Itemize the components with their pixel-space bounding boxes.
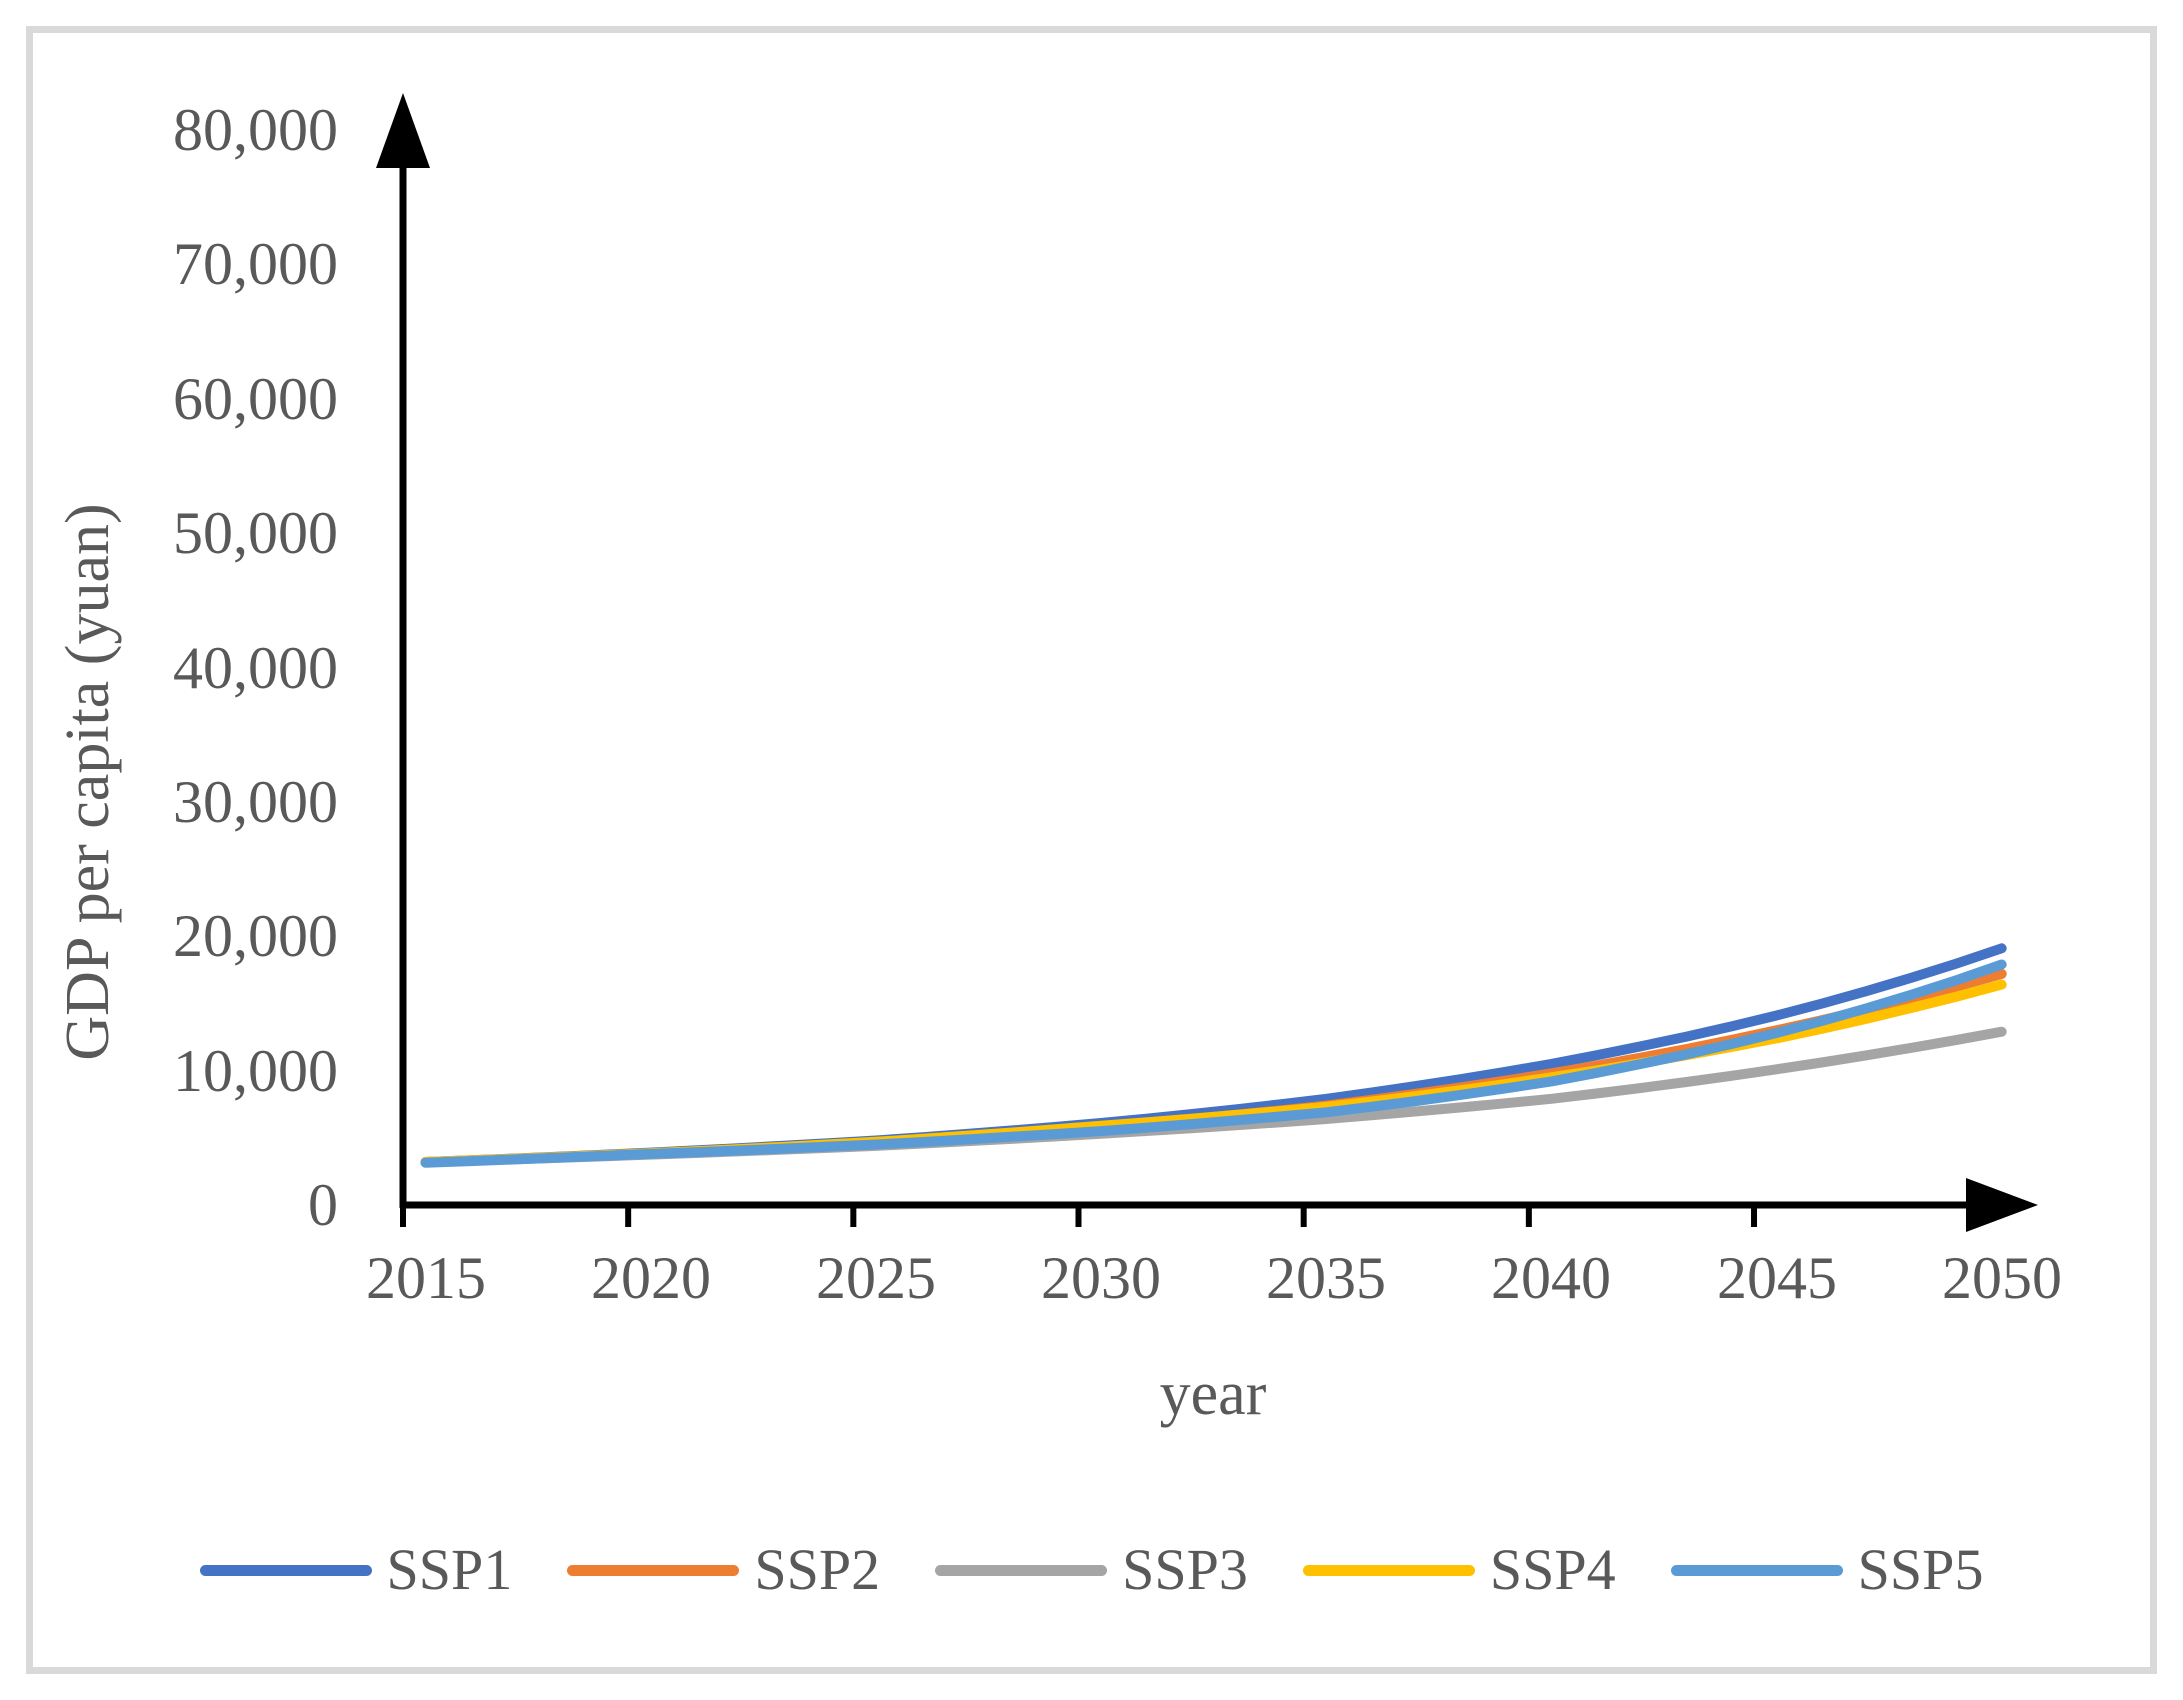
legend-item-ssp2: SSP2 bbox=[567, 1534, 880, 1606]
legend-item-ssp3: SSP3 bbox=[935, 1534, 1248, 1606]
legend-label: SSP1 bbox=[386, 1537, 513, 1602]
x-axis-tick-label: 2050 bbox=[1942, 1245, 2062, 1311]
legend-item-ssp4: SSP4 bbox=[1302, 1534, 1616, 1606]
x-axis-arrow bbox=[1966, 1178, 2038, 1232]
legend-label: SSP3 bbox=[1122, 1537, 1248, 1602]
y-axis-tick-label: 20,000 bbox=[173, 903, 338, 969]
legend-swatch-ssp5 bbox=[1670, 1564, 1843, 1576]
x-axis-tick-label: 2035 bbox=[1266, 1245, 1386, 1311]
x-axis-tick-label: 2025 bbox=[816, 1245, 936, 1311]
y-axis-tick-label: 10,000 bbox=[173, 1038, 338, 1104]
y-axis-tick-label: 70,000 bbox=[173, 231, 338, 297]
legend-item-ssp1: SSP1 bbox=[199, 1534, 513, 1606]
x-axis-tick-label: 2045 bbox=[1717, 1245, 1837, 1311]
y-axis-tick-label: 0 bbox=[308, 1172, 338, 1238]
y-axis-tick-label: 80,000 bbox=[173, 97, 338, 163]
legend-label: SSP5 bbox=[1857, 1537, 1984, 1602]
series-line-ssp5 bbox=[420, 959, 2007, 1168]
series-line-ssp3 bbox=[420, 1026, 2007, 1167]
x-axis-tick-label: 2015 bbox=[366, 1245, 486, 1311]
legend-swatch-ssp2 bbox=[567, 1564, 740, 1576]
y-axis-tick-label: 60,000 bbox=[173, 366, 338, 432]
legend: SSP1 SSP2 SSP3 SSP4 SSP5 bbox=[0, 1524, 2183, 1616]
x-axis-title: year bbox=[1159, 1360, 1267, 1428]
x-axis-tick-label: 2020 bbox=[591, 1245, 711, 1311]
legend-label: SSP2 bbox=[754, 1537, 881, 1602]
y-axis-tick-label: 30,000 bbox=[173, 769, 338, 835]
legend-swatch-ssp4 bbox=[1302, 1564, 1475, 1576]
x-axis-tick-label: 2040 bbox=[1491, 1245, 1611, 1311]
legend-swatch-ssp3 bbox=[935, 1564, 1108, 1576]
x-axis-tick-label: 2030 bbox=[1041, 1245, 1161, 1311]
y-axis-tick-label: 50,000 bbox=[173, 500, 338, 566]
y-axis-tick-label: 40,000 bbox=[173, 635, 338, 701]
legend-label: SSP4 bbox=[1489, 1537, 1616, 1602]
y-axis-arrow bbox=[376, 93, 430, 168]
legend-swatch-ssp1 bbox=[199, 1564, 372, 1576]
y-axis-title: GDP per capita (yuan) bbox=[54, 503, 122, 1061]
legend-item-ssp5: SSP5 bbox=[1670, 1534, 1984, 1606]
